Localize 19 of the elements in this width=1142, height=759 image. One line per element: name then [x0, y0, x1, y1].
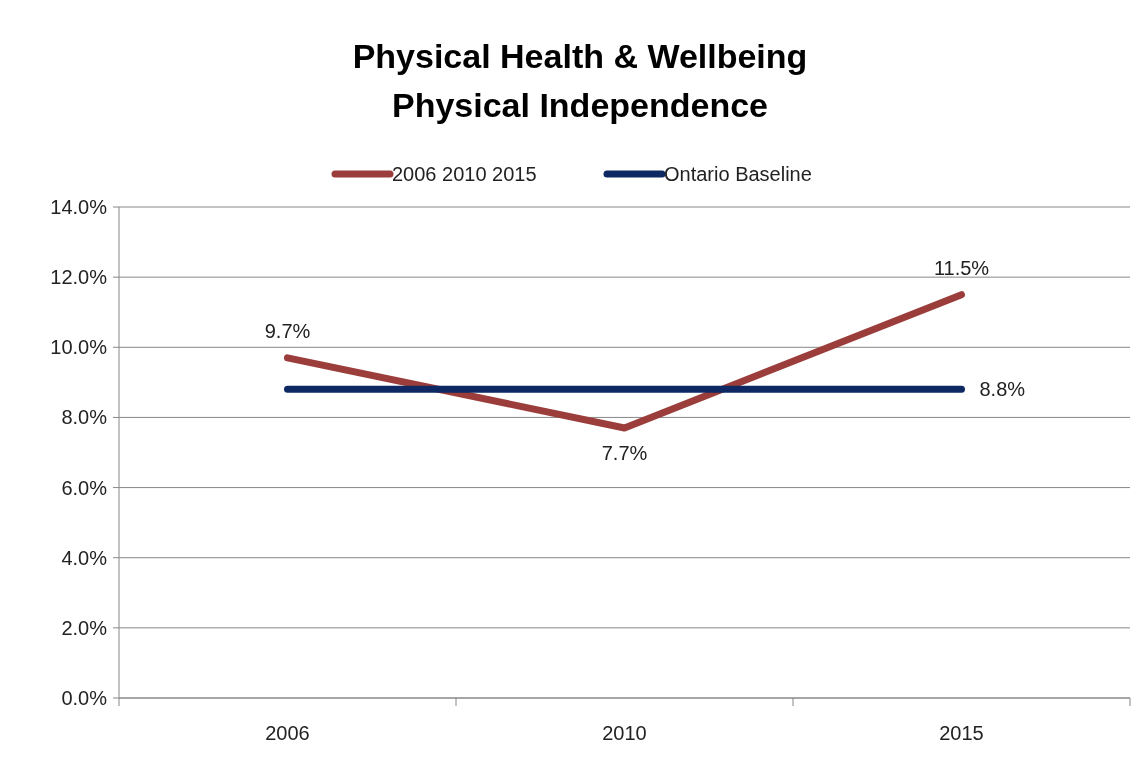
y-tick-label: 8.0%	[61, 406, 108, 429]
x-tick-label: 2006	[265, 722, 310, 744]
data-label: 11.5%	[933, 256, 990, 279]
y-tick-label: 10.0%	[50, 336, 108, 359]
chart-subtitle: Physical Independence	[391, 86, 769, 124]
x-tick-label: 2010	[602, 722, 647, 744]
legend-label: Ontario Baseline	[664, 163, 812, 185]
legend-label: 2006 2010 2015	[392, 163, 537, 185]
y-tick-label: 0.0%	[61, 687, 108, 709]
y-tick-label: 4.0%	[61, 546, 108, 569]
data-label: 9.7%	[264, 319, 311, 342]
y-tick-label: 12.0%	[50, 266, 108, 289]
data-label: 8.8%	[979, 378, 1026, 401]
chart-title: Physical Health & Wellbeing	[352, 37, 808, 75]
x-tick-label: 2015	[939, 722, 984, 744]
data-label: 7.7%	[601, 441, 648, 464]
y-tick-label: 6.0%	[61, 476, 108, 499]
y-tick-label: 2.0%	[61, 616, 108, 639]
y-tick-label: 14.0%	[50, 196, 108, 218]
